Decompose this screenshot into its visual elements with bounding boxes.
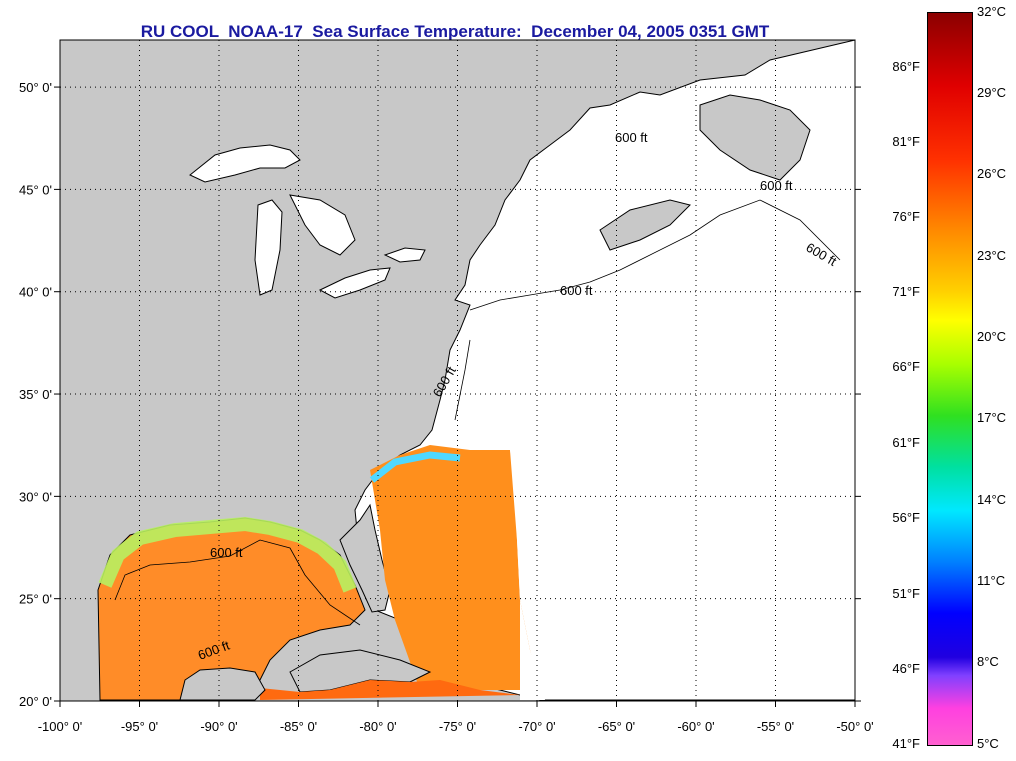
latitude-tick-label: 30° 0' — [19, 489, 52, 504]
gulf-coastal-band — [98, 516, 357, 593]
atlantic-scan-edge — [505, 400, 545, 700]
colorbar-celsius-label: 20°C — [977, 329, 1007, 344]
latitude-tick-label: 35° 0' — [19, 387, 52, 402]
colorbar-fahrenheit-label: 61°F — [892, 435, 920, 450]
colorbar-fahrenheit-label: 71°F — [892, 284, 920, 299]
map-title: RU COOL NOAA-17 Sea Surface Temperature:… — [140, 22, 770, 41]
map-frame — [59, 39, 856, 702]
longitude-tick-label: -60° 0' — [677, 719, 714, 734]
atlantic-cool-band — [369, 451, 461, 483]
colorbar-celsius-label: 8°C — [977, 654, 999, 669]
longitude-tick-label: -50° 0' — [836, 719, 873, 734]
latitude-tick-label: 50° 0' — [19, 80, 52, 95]
longitude-tick-label: -85° 0' — [280, 719, 317, 734]
graticule — [54, 40, 861, 707]
longitude-tick-label: -70° 0' — [518, 719, 555, 734]
lake-huron — [289, 194, 356, 256]
longitude-tick-label: -80° 0' — [359, 719, 396, 734]
longitude-tick-label: -90° 0' — [200, 719, 237, 734]
cape-cod-isobath — [469, 199, 841, 311]
colorbar-celsius-label: 26°C — [977, 166, 1007, 181]
lake-superior — [189, 144, 301, 183]
isobath-label: 600 ft — [760, 178, 793, 193]
longitude-tick-label: -95° 0' — [121, 719, 158, 734]
nova-scotia — [599, 199, 691, 251]
colorbar-celsius-label: 23°C — [977, 248, 1007, 263]
colorbar-fahrenheit-label: 66°F — [892, 359, 920, 374]
isobath-label: 600 ft — [615, 130, 648, 145]
colorbar-fahrenheit-label: 76°F — [892, 209, 920, 224]
colorbar-fahrenheit-label: 81°F — [892, 134, 920, 149]
colorbar-celsius-label: 17°C — [977, 410, 1007, 425]
colorbar-fahrenheit-label: 41°F — [892, 736, 920, 751]
colorbar-celsius-label: 32°C — [977, 4, 1007, 19]
lake-ontario — [383, 247, 426, 263]
newfoundland — [699, 94, 811, 181]
atlantic-sst-patch — [370, 445, 540, 690]
colorbar-celsius-label: 29°C — [977, 85, 1007, 100]
colorbar-celsius-label: 14°C — [977, 492, 1007, 507]
longitude-tick-label: -55° 0' — [757, 719, 794, 734]
isobath-label: 600 ft — [210, 545, 243, 560]
temperature-colorbar — [927, 12, 973, 746]
axis-labels: -100° 0' -95° 0' -90° 0' -85° 0' -80° 0' -75°… — [19, 80, 874, 734]
colorbar-celsius-label: 11°C — [977, 573, 1006, 588]
caribbean-sst-patch — [260, 680, 520, 700]
colorbar-fahrenheit-label: 56°F — [892, 510, 920, 525]
colorbar-fahrenheit-label: 51°F — [892, 586, 920, 601]
lake-michigan — [254, 199, 283, 296]
shelf-isobath — [454, 339, 471, 421]
isobath-label: 600 ft — [560, 283, 593, 298]
latitude-tick-label: 25° 0' — [19, 592, 52, 607]
colorbar-celsius-label: 5°C — [977, 736, 999, 751]
latitude-tick-label: 20° 0' — [19, 694, 52, 709]
colorbar-fahrenheit-label: 86°F — [892, 59, 920, 74]
latitude-tick-label: 45° 0' — [19, 182, 52, 197]
longitude-tick-label: -75° 0' — [439, 719, 476, 734]
gulf-isobath — [114, 539, 361, 626]
colorbar-fahrenheit-label: 46°F — [892, 661, 920, 676]
yucatan-peninsula — [179, 667, 266, 701]
longitude-tick-label: -65° 0' — [598, 719, 635, 734]
lake-erie — [318, 267, 391, 299]
latitude-tick-label: 40° 0' — [19, 285, 52, 300]
longitude-tick-label: -100° 0' — [38, 719, 83, 734]
